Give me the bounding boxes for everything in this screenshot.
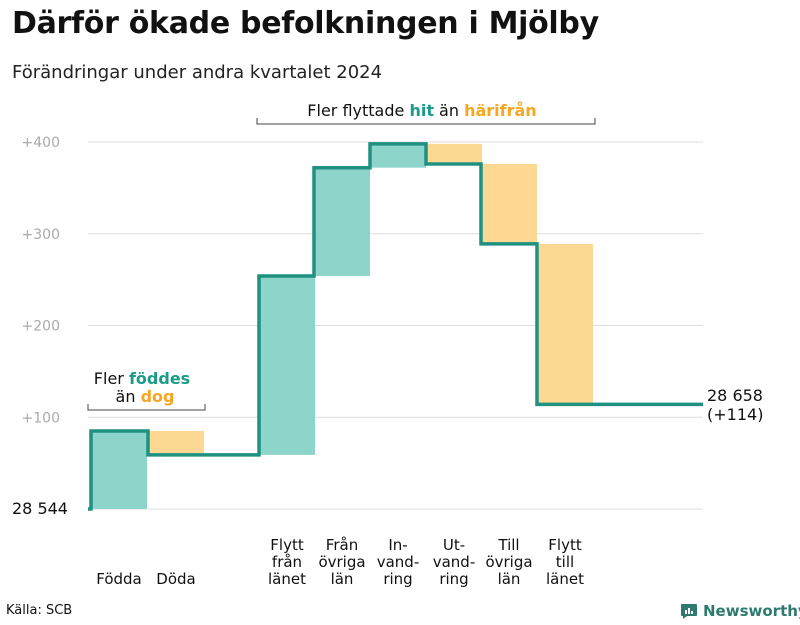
cumulative-step-line bbox=[88, 142, 703, 511]
brand-label: Newsworthy bbox=[703, 602, 800, 620]
y-tick-label: +100 bbox=[22, 410, 60, 426]
annotation-births-deaths-line1: Fler föddes bbox=[94, 369, 190, 388]
waterfall-bar bbox=[91, 431, 147, 509]
x-category-label: län bbox=[331, 570, 354, 588]
x-category-label: länet bbox=[546, 570, 584, 588]
x-category-label: Flytt bbox=[548, 536, 582, 554]
x-category-label: vand- bbox=[433, 553, 476, 571]
x-category-label: Ut- bbox=[443, 536, 465, 554]
waterfall-bar bbox=[481, 164, 537, 244]
x-category-label: Döda bbox=[156, 570, 195, 588]
x-category-label: län bbox=[498, 570, 521, 588]
x-category-label: länet bbox=[268, 570, 306, 588]
end-value-label: 28 658 bbox=[707, 386, 763, 405]
x-category-label: vand- bbox=[377, 553, 420, 571]
waterfall-bar bbox=[370, 143, 426, 168]
x-category-label: övriga bbox=[485, 553, 532, 571]
x-category-label: ring bbox=[383, 570, 412, 588]
chart-title: Därför ökade befolkningen i Mjölby bbox=[12, 6, 599, 41]
x-category-label: In- bbox=[388, 536, 407, 554]
newsworthy-logo: Newsworthy bbox=[680, 602, 800, 620]
x-category-label: från bbox=[272, 553, 302, 571]
y-tick-label: +400 bbox=[22, 135, 60, 151]
start-value-label: 28 544 bbox=[12, 499, 68, 518]
source-label: Källa: SCB bbox=[6, 603, 73, 618]
waterfall-bar bbox=[426, 143, 482, 165]
x-category-label: ring bbox=[439, 570, 468, 588]
annotation-migration: Fler flyttade hit än härifrån bbox=[307, 101, 536, 120]
waterfall-bar bbox=[314, 167, 370, 276]
end-change-label: (+114) bbox=[707, 405, 763, 424]
annotation-births-deaths-line2: än dog bbox=[116, 387, 175, 406]
waterfall-bar bbox=[537, 243, 593, 405]
x-category-label: till bbox=[556, 553, 574, 571]
chart-subtitle: Förändringar under andra kvartalet 2024 bbox=[12, 62, 383, 83]
waterfall-bar bbox=[259, 275, 315, 455]
x-category-label: Till bbox=[497, 536, 519, 554]
x-category-label: övriga bbox=[318, 553, 365, 571]
bracket-natural bbox=[87, 404, 206, 411]
x-category-label: Flytt bbox=[270, 536, 304, 554]
y-tick-label: +300 bbox=[22, 227, 60, 243]
x-category-label: Födda bbox=[96, 570, 142, 588]
x-category-label: Från bbox=[326, 536, 358, 554]
y-tick-label: +200 bbox=[22, 319, 60, 335]
bracket-migration bbox=[256, 118, 596, 125]
waterfall-bar bbox=[148, 431, 204, 455]
newsworthy-icon bbox=[681, 604, 697, 619]
